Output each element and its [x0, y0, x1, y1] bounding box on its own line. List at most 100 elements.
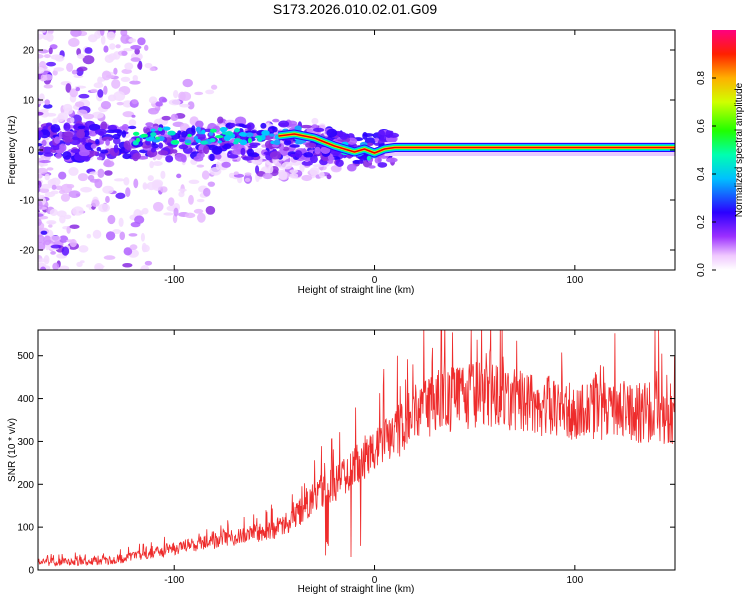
spectral-blob: [38, 99, 45, 105]
spectral-blob: [38, 167, 48, 174]
spectral-blob: [50, 123, 61, 133]
spectral-blob: [123, 247, 133, 256]
spectral-blob: [69, 88, 78, 98]
spectral-blob: [84, 142, 95, 151]
spectral-hotspot: [219, 126, 228, 133]
spectral-blob: [128, 38, 137, 43]
spectral-blob: [326, 174, 332, 180]
spectral-blob: [240, 147, 246, 156]
spectral-hotspot: [209, 137, 216, 143]
y-tick-label: 100: [17, 523, 34, 534]
spectral-blob: [129, 244, 138, 250]
y-tick-label: 400: [17, 394, 34, 405]
spectral-blob: [46, 33, 54, 42]
spectral-blob: [96, 146, 102, 152]
spectral-blob: [100, 149, 109, 154]
spectral-blob: [50, 144, 61, 151]
spectral-blob: [385, 157, 398, 163]
spectral-blob: [52, 118, 58, 124]
spectral-blob: [282, 146, 290, 151]
spectral-blob: [149, 67, 156, 72]
spectral-blob: [188, 194, 194, 205]
colorbar-tick-label: 0.0: [696, 263, 707, 277]
spectral-blob: [49, 235, 62, 242]
spectral-blob: [128, 233, 138, 237]
spectrogram-ridge: [277, 129, 675, 158]
figure-title: S173.2026.010.02.01.G09: [273, 1, 437, 17]
spectral-blob: [60, 193, 71, 202]
spectral-blob: [130, 57, 141, 62]
spectral-blob: [100, 121, 108, 131]
snr-y-ticks: 0 100 200 300 400 500: [17, 351, 675, 577]
spectral-blob: [134, 48, 140, 55]
spectral-blob: [113, 67, 118, 75]
spectral-blob: [76, 129, 86, 139]
x-tick-label: 0: [372, 275, 378, 286]
spectral-blob: [193, 208, 204, 214]
spectral-blob: [294, 150, 303, 158]
spectral-blob: [76, 144, 85, 148]
spectral-blob: [41, 139, 47, 147]
spectral-blob: [269, 150, 282, 160]
y-tick-label: 20: [23, 46, 35, 57]
spectral-hotspot: [162, 126, 171, 131]
spectral-blob: [69, 224, 80, 229]
spectral-blob: [221, 161, 231, 168]
spectral-hotspot: [145, 137, 153, 142]
spectral-blob: [385, 130, 393, 138]
colorbar-tick-label: 0.6: [696, 119, 707, 133]
spectral-blob: [246, 148, 255, 157]
spectral-blob: [94, 264, 105, 269]
spectral-blob: [188, 179, 200, 184]
spectral-blob: [181, 131, 188, 138]
spectral-blob: [39, 61, 47, 69]
spectral-blob: [134, 215, 145, 224]
spectral-blob: [52, 69, 58, 76]
spectral-blob: [43, 84, 53, 89]
spectral-blob: [48, 224, 53, 228]
spectral-blob: [92, 229, 102, 239]
spectral-hotspot: [294, 125, 302, 132]
spectral-blob: [144, 44, 149, 51]
spectral-blob: [149, 160, 154, 169]
spectral-blob: [377, 129, 386, 139]
spectral-blob: [309, 167, 320, 176]
spectral-blob: [209, 166, 222, 176]
spectral-blob: [203, 128, 213, 133]
spectral-blob: [75, 87, 81, 92]
spectral-hotspot: [238, 132, 247, 137]
snr-series-line: [38, 330, 675, 567]
spectral-blob: [312, 164, 324, 168]
y-tick-label: -10: [20, 196, 35, 207]
spectral-blob: [72, 206, 84, 216]
spectral-blob: [94, 30, 102, 39]
spectral-blob: [311, 117, 319, 125]
spectral-blob: [278, 170, 288, 180]
spectral-blob: [84, 47, 93, 54]
spectral-blob: [147, 175, 154, 182]
spectral-blob: [170, 113, 179, 122]
spectral-blob: [303, 152, 314, 158]
spectral-blob: [104, 170, 113, 176]
spectral-blob: [50, 177, 61, 187]
spectral-hotspot: [195, 138, 201, 143]
spectral-blob: [300, 124, 313, 129]
spectral-blob: [103, 85, 108, 95]
spectral-blob: [87, 174, 95, 181]
spectral-blob: [157, 150, 169, 156]
spectral-blob: [38, 234, 45, 243]
snr-frame: [37, 329, 676, 571]
spectral-blob: [124, 62, 134, 71]
spectral-blob: [272, 126, 278, 133]
spectral-blob: [38, 173, 43, 179]
colorbar: [712, 30, 736, 270]
spectral-blob: [305, 142, 317, 149]
spectral-hotspot: [223, 135, 232, 141]
spectral-hotspot: [247, 137, 253, 144]
spectral-blob: [289, 172, 299, 179]
spectral-blob: [78, 245, 89, 253]
spectral-blob: [38, 111, 44, 116]
spectral-blob: [65, 83, 72, 93]
spectral-blob: [39, 188, 50, 194]
spectral-hotspot: [257, 136, 263, 142]
